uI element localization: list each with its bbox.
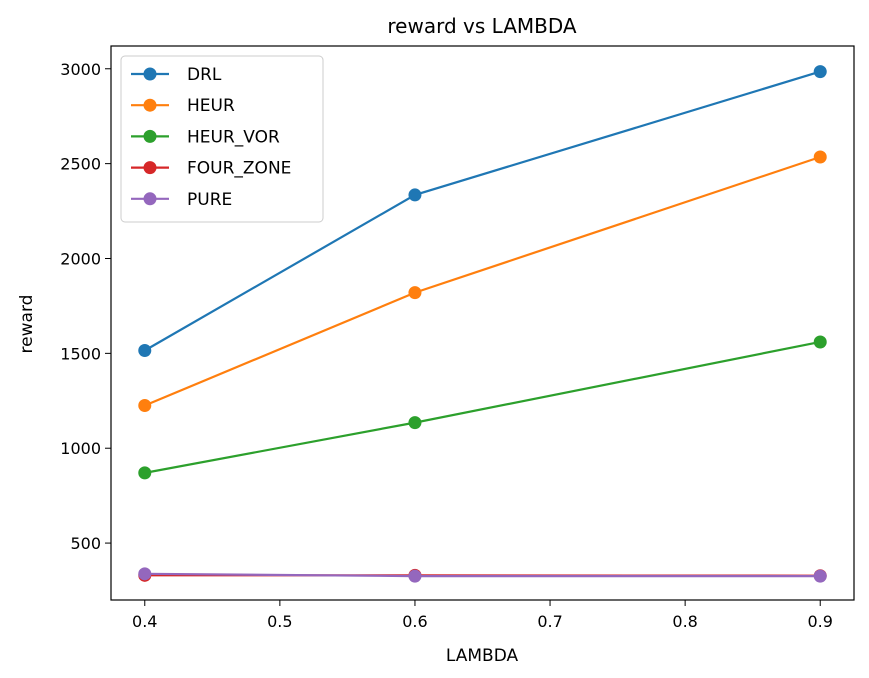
legend-label: DRL <box>187 65 222 85</box>
legend-item: FOUR_ZONE <box>131 159 291 179</box>
plot-area <box>110 45 855 601</box>
legend: DRL HEUR HEUR_VOR FOUR_ZONE PURE <box>120 55 324 223</box>
legend-item: PURE <box>131 190 232 210</box>
chart-title: reward vs LAMBDA <box>387 14 577 38</box>
y-tick-label: 500 <box>70 534 101 553</box>
data-point <box>813 65 827 79</box>
y-tick-label: 2000 <box>60 249 101 268</box>
series-line <box>144 340 821 474</box>
legend-item: HEUR <box>131 96 235 116</box>
axes-frame <box>110 45 855 601</box>
x-tick-label: 0.4 <box>132 612 157 631</box>
data-point <box>408 286 422 300</box>
legend-label: PURE <box>187 190 232 210</box>
y-axis-label: reward <box>17 295 37 354</box>
x-axis: 0.4 0.5 0.6 0.7 0.8 0.9 <box>132 600 833 631</box>
legend-item: DRL <box>131 65 222 85</box>
data-point <box>138 399 152 413</box>
data-point <box>408 416 422 430</box>
x-tick-label: 0.6 <box>402 612 427 631</box>
legend-marker <box>143 192 157 206</box>
data-point <box>408 569 422 583</box>
series-pure <box>138 567 827 583</box>
y-tick-label: 1000 <box>60 439 101 458</box>
series-heur <box>138 150 827 413</box>
legend-label: FOUR_ZONE <box>187 159 291 179</box>
x-tick-label: 0.5 <box>267 612 292 631</box>
legend-marker <box>143 98 157 112</box>
data-point <box>408 188 422 202</box>
data-point <box>813 569 827 583</box>
y-tick-label: 1500 <box>60 344 101 363</box>
series-heur-vor <box>138 335 827 480</box>
legend-label: HEUR <box>187 96 235 116</box>
legend-marker <box>143 67 157 81</box>
y-tick-label: 3000 <box>60 60 101 79</box>
x-axis-label: LAMBDA <box>446 646 519 666</box>
data-point <box>138 344 152 358</box>
legend-box <box>120 55 324 223</box>
x-tick-label: 0.7 <box>537 612 562 631</box>
legend-marker <box>143 129 157 143</box>
data-point <box>813 150 827 164</box>
legend-marker <box>143 161 157 175</box>
legend-item: HEUR_VOR <box>131 127 280 147</box>
data-point <box>138 466 152 480</box>
y-tick-label: 2500 <box>60 155 101 174</box>
legend-label: HEUR_VOR <box>187 127 280 147</box>
y-axis: 500 1000 1500 2000 2500 3000 <box>60 60 111 553</box>
data-point <box>813 335 827 349</box>
data-point <box>138 567 152 581</box>
series-drl <box>138 65 827 358</box>
x-tick-label: 0.9 <box>808 612 833 631</box>
x-tick-label: 0.8 <box>672 612 697 631</box>
